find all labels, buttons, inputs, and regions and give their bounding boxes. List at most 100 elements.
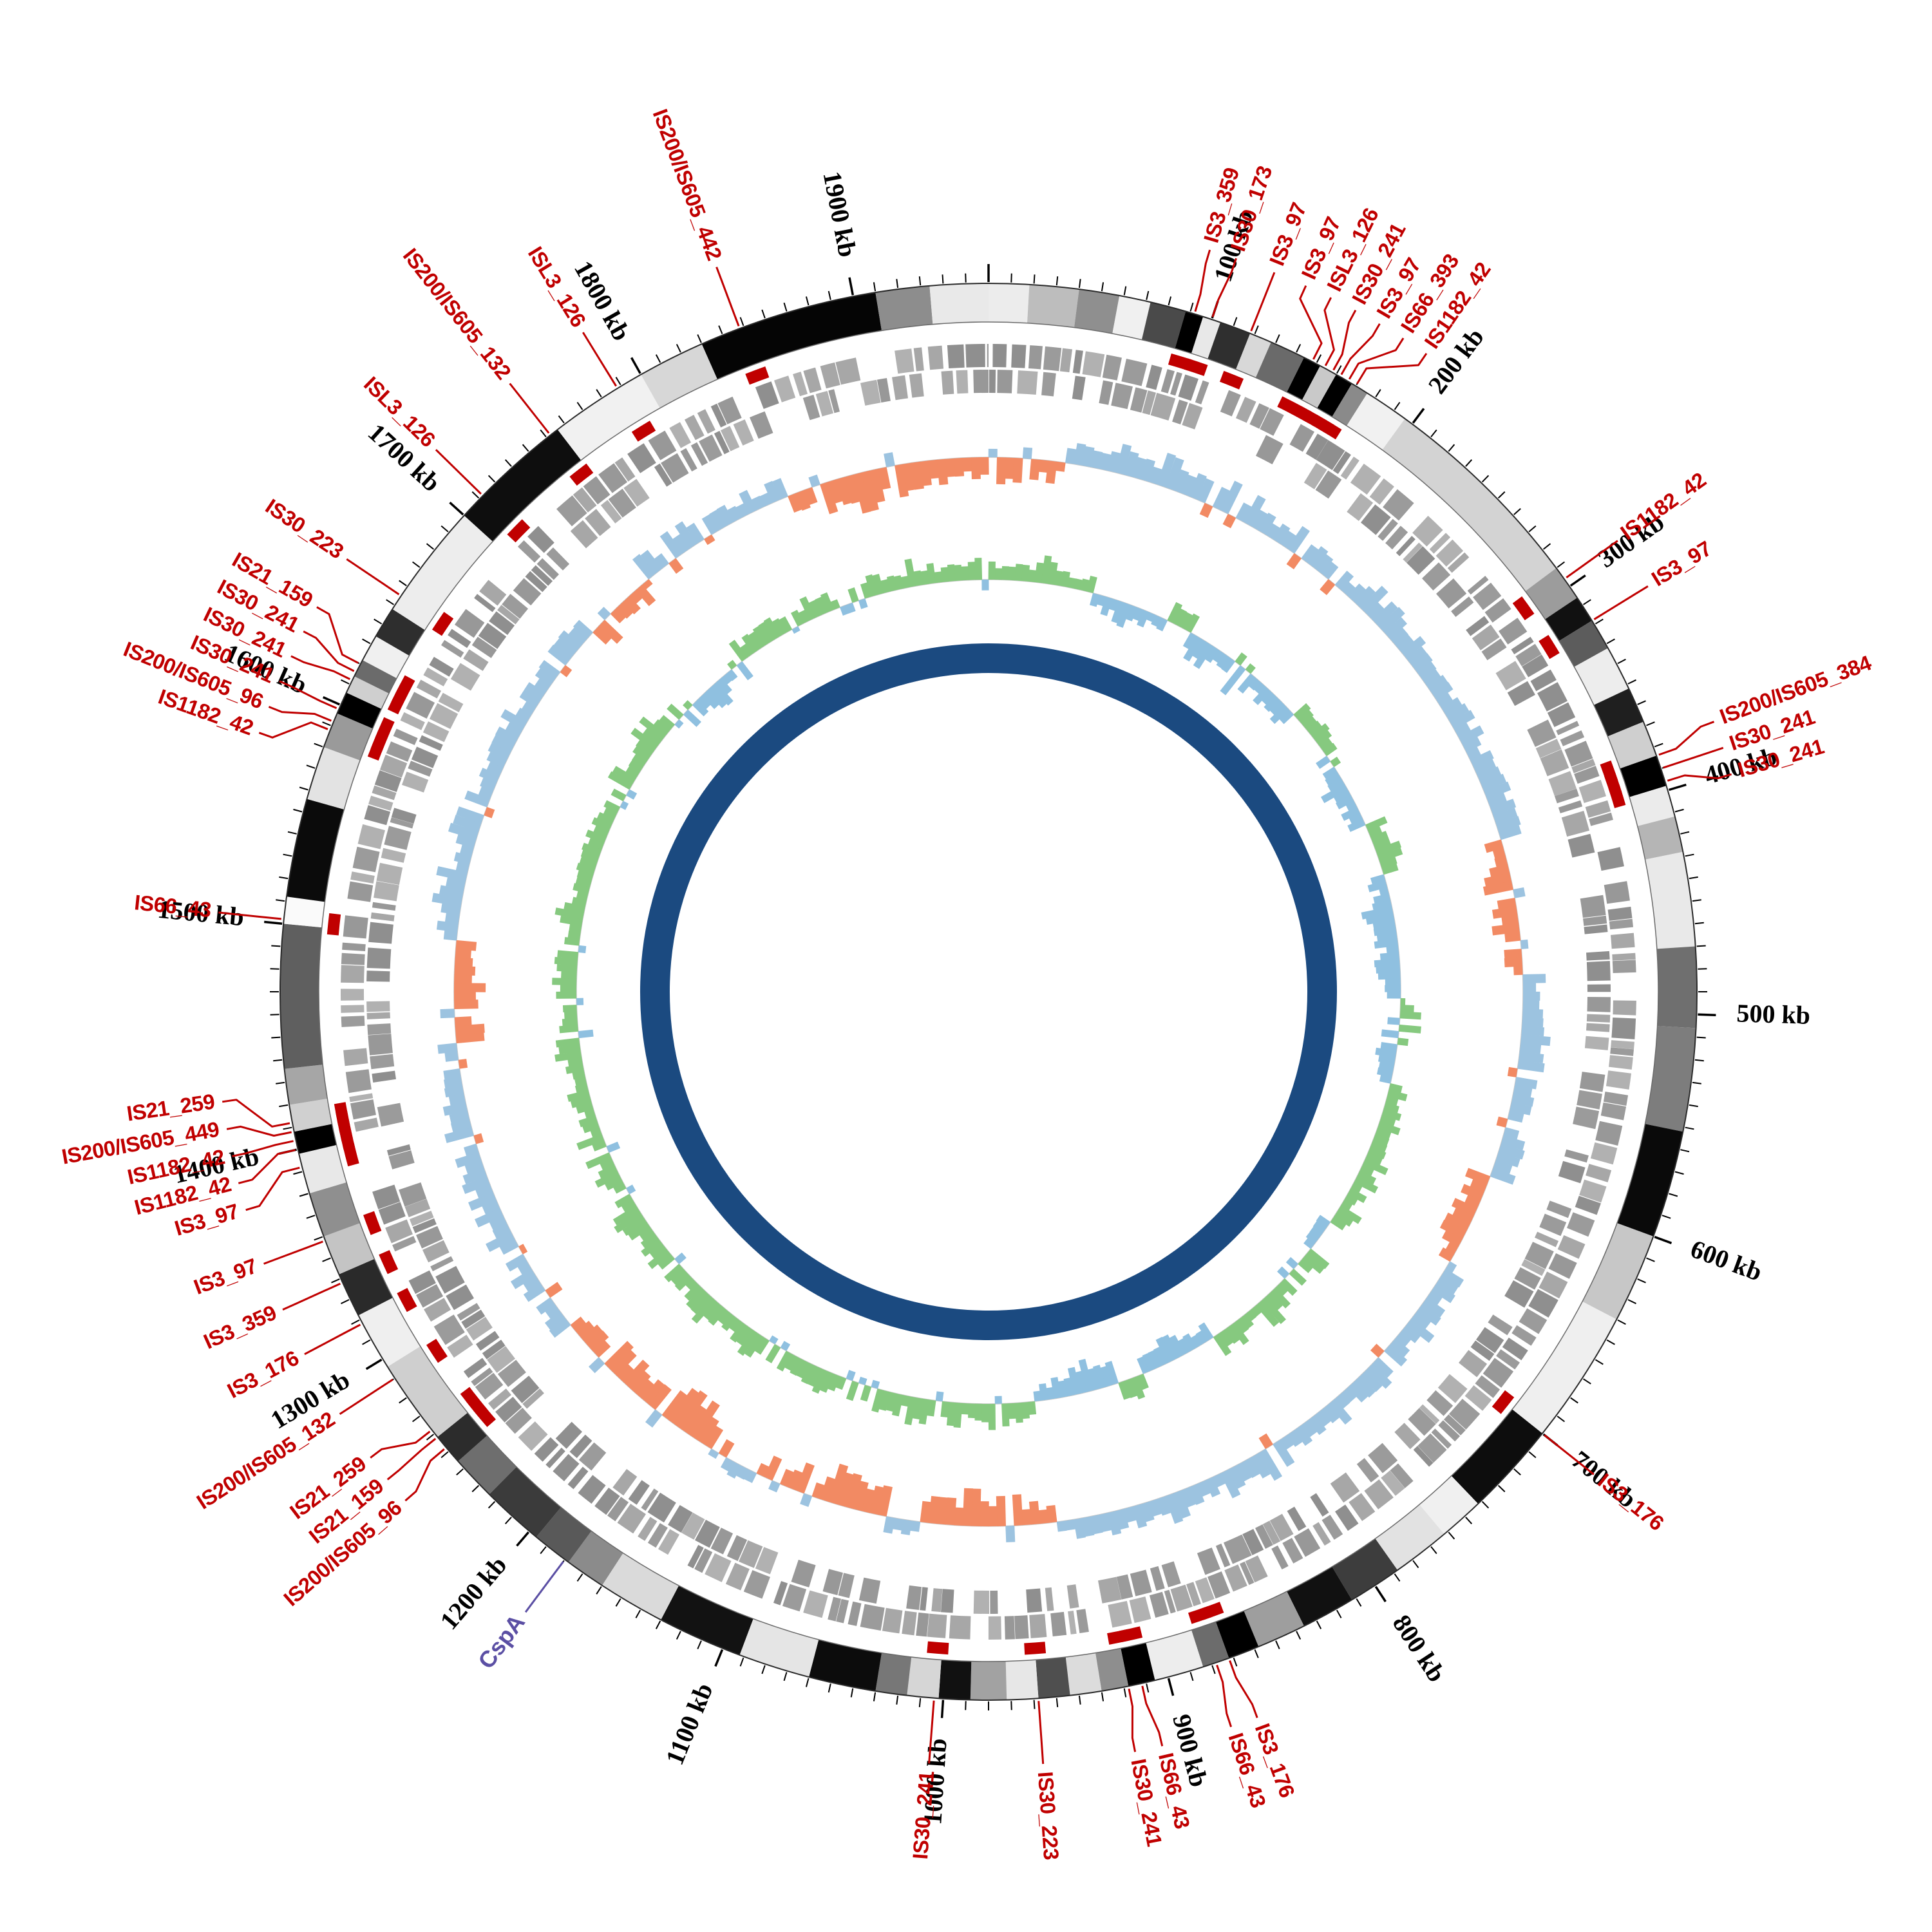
gene-block <box>368 795 393 811</box>
gene-block <box>1583 915 1607 926</box>
gc-content-track-bar <box>492 1223 511 1239</box>
minor-tick <box>1583 1378 1591 1385</box>
minor-tick <box>1617 658 1626 665</box>
karyotype-segment <box>346 676 389 709</box>
gc-skew-track-bar <box>578 1029 594 1039</box>
gc-content-track-bar <box>1520 1034 1551 1046</box>
minor-tick <box>1412 1560 1419 1568</box>
gene-block <box>424 1298 451 1322</box>
gc-content-track-bar <box>629 590 643 604</box>
gene-block <box>531 565 553 586</box>
gene-block <box>495 1396 522 1423</box>
minor-tick <box>828 1683 831 1693</box>
minor-tick <box>1595 618 1604 625</box>
gc-skew-track-bar <box>641 1238 663 1257</box>
gc-skew-track-bar <box>1067 577 1076 589</box>
minor-tick <box>522 444 529 452</box>
karyotype-segment <box>1215 1611 1259 1658</box>
gene-block <box>782 1584 807 1612</box>
gene-block <box>455 609 485 638</box>
gc-content-track-bar <box>462 1168 488 1184</box>
gc-content-track-bar <box>1140 459 1155 482</box>
gc-skew-track-bar <box>1118 1381 1131 1400</box>
gene-block <box>755 381 779 409</box>
gene-block <box>1195 1577 1215 1604</box>
minor-tick <box>1497 491 1506 499</box>
gene-block <box>1385 526 1408 550</box>
gene-block <box>374 770 402 792</box>
gene-block <box>1604 881 1630 904</box>
gene-block <box>1403 542 1423 563</box>
karyotype-ring <box>279 283 1698 1701</box>
minor-tick <box>655 354 661 363</box>
gc-skew-track-bar <box>642 728 663 746</box>
gc-content-track-bar <box>1462 736 1482 753</box>
gc-content-track-bar <box>442 1102 468 1116</box>
gc-skew-track-bar <box>1151 614 1162 627</box>
minor-tick <box>276 899 285 902</box>
karyotype-segment <box>1656 946 1698 1028</box>
gene-block <box>1312 1522 1331 1546</box>
gc-skew-track-bar <box>1383 1102 1399 1113</box>
gc-content-track-bar <box>1511 1094 1535 1107</box>
is-position-mark <box>631 421 656 442</box>
gc-content-track-bar <box>1189 473 1207 500</box>
gc-skew-track-bar <box>1161 1334 1180 1361</box>
gc-content-track-bar <box>756 1463 770 1477</box>
gc-content-track-bar <box>704 535 715 545</box>
gc-skew-track-bar <box>1276 1266 1290 1279</box>
minor-tick <box>1336 365 1342 374</box>
gc-skew-track-bar <box>1039 1383 1048 1401</box>
gc-skew-track-bar <box>1385 1095 1399 1106</box>
karyotype-segment <box>661 1586 753 1655</box>
gc-skew-track-bar <box>878 1390 891 1411</box>
is-annotation-label-leader <box>1593 585 1649 620</box>
gene-block <box>607 1497 629 1522</box>
karyotype-segment <box>1005 1660 1039 1700</box>
gc-content-track-bar <box>486 1231 515 1253</box>
gc-skew-track-bar <box>555 1037 580 1048</box>
gc-skew-track-bar <box>1289 1269 1307 1286</box>
gene-block <box>488 1388 511 1410</box>
gc-skew-track-bar <box>1347 819 1366 832</box>
gene-block <box>374 881 399 902</box>
gene-block <box>1076 1609 1089 1633</box>
gc-content-track-bar <box>1464 1194 1481 1209</box>
karyotype-segment <box>289 1099 332 1132</box>
gc-content-track-bar <box>779 1468 795 1488</box>
gc-content-track-bar <box>560 665 573 677</box>
minor-tick <box>1033 1700 1036 1709</box>
gc-content-track-bar <box>672 534 690 554</box>
gc-content-track-bar <box>1115 444 1132 475</box>
is-position-mark <box>395 675 415 699</box>
gc-content-track-bar <box>1492 906 1518 919</box>
gene-block <box>628 1480 650 1505</box>
minor-tick <box>676 1631 681 1640</box>
gc-skew-track-bar <box>1365 1152 1383 1166</box>
minor-tick <box>1430 1546 1437 1555</box>
gc-skew-track-bar <box>1316 1215 1331 1228</box>
gc-content-track-bar <box>910 1520 921 1532</box>
karyotype-segment <box>1095 1648 1129 1691</box>
gene-block <box>803 367 822 393</box>
minor-tick <box>271 945 281 947</box>
gc-content-track-bar <box>464 1143 479 1157</box>
gene-block <box>404 1198 431 1218</box>
gc-content-track-bar <box>1222 513 1236 529</box>
gc-skew-track-bar <box>598 1164 618 1179</box>
gc-content-track-bar <box>1498 1143 1525 1160</box>
minor-tick <box>783 302 788 312</box>
gene-block <box>435 1265 465 1294</box>
gene-block <box>377 1103 404 1127</box>
gc-skew-track-bar <box>1021 564 1030 582</box>
gc-content-track-bar <box>1519 1051 1544 1064</box>
gene-block <box>448 629 471 649</box>
is-position-mark <box>379 1250 399 1274</box>
gc-content-track-bar <box>1107 451 1121 473</box>
gc-skew-track-bar <box>1370 874 1386 885</box>
gene-block <box>1383 489 1414 521</box>
karyotype-segment <box>557 374 660 460</box>
karyotype-segment <box>358 1298 421 1367</box>
gene-block <box>1130 1569 1152 1596</box>
gc-skew-track-bar <box>1248 677 1261 691</box>
